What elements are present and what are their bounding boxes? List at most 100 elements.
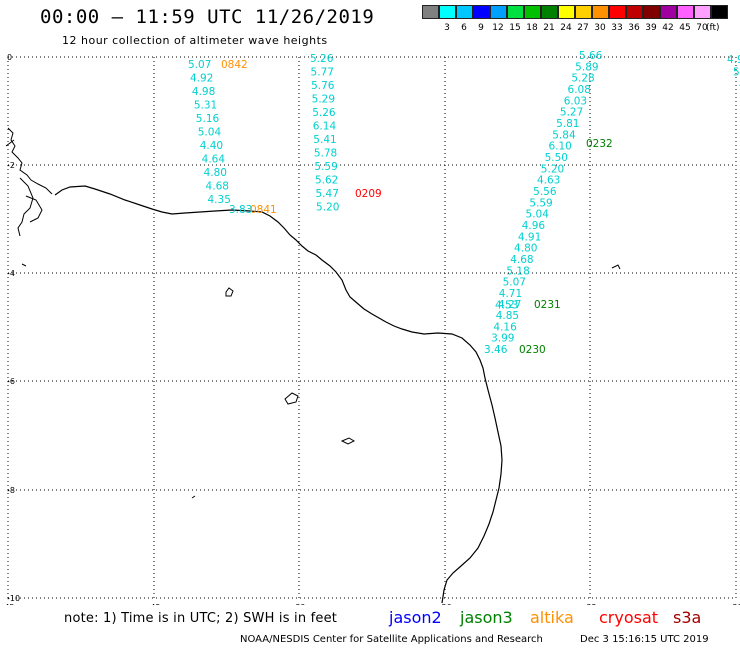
scale-swatch bbox=[643, 5, 660, 19]
wave-height-value: 5.26 bbox=[312, 107, 336, 119]
x-tick-label: -39 bbox=[292, 603, 305, 605]
x-tick-label: -45 bbox=[1, 603, 14, 605]
wave-height-value: 3.83 bbox=[229, 204, 252, 216]
scale-swatch bbox=[507, 5, 524, 19]
wave-height-value: 4.92 bbox=[190, 73, 213, 85]
scale-swatch bbox=[626, 5, 643, 19]
scale-swatch bbox=[609, 5, 626, 19]
wave-height-value: 5.66 bbox=[579, 50, 603, 62]
scale-swatch-label: 24 bbox=[560, 23, 572, 33]
wave-height-value: 5.18 bbox=[506, 265, 529, 277]
pass-label: 0209 bbox=[355, 188, 382, 200]
wave-height-value: 4.96 bbox=[522, 220, 546, 232]
wave-height-value: 3.46 bbox=[484, 344, 508, 356]
y-tick-label: -4 bbox=[7, 269, 15, 278]
wave-height-value: 5.62 bbox=[315, 175, 338, 187]
wave-height-value: 6.14 bbox=[313, 121, 337, 133]
scale-swatch bbox=[711, 5, 728, 19]
altimeter-tracks: 5.074.924.985.315.165.044.404.644.804.68… bbox=[188, 50, 740, 356]
scale-swatch bbox=[439, 5, 456, 19]
wave-height-value: 5.77 bbox=[311, 67, 334, 79]
wave-height-value: 6.10 bbox=[548, 141, 571, 153]
wave-height-value: 5.76 bbox=[311, 80, 335, 92]
x-tick-label: -30 bbox=[729, 603, 740, 605]
wave-height-value: 5.16 bbox=[196, 113, 220, 125]
coastline-northwest bbox=[5, 127, 53, 237]
wave-height-value: 5 bbox=[733, 67, 740, 79]
lat-lon-grid bbox=[7, 56, 737, 599]
scale-swatch-label: 3 bbox=[444, 23, 450, 33]
wave-height-value: 5.47 bbox=[316, 188, 339, 200]
page-subtitle: 12 hour collection of altimeter wave hei… bbox=[62, 34, 328, 47]
wave-height-value: 4.9 bbox=[727, 54, 740, 66]
scale-swatch-label: 33 bbox=[611, 23, 623, 33]
wave-height-value: 5.07 bbox=[503, 277, 526, 289]
wave-height-value: 5.56 bbox=[533, 186, 557, 198]
wave-height-value: 4.80 bbox=[204, 167, 227, 179]
scale-unit-label: (ft) bbox=[706, 23, 720, 33]
y-tick-label: 0 bbox=[7, 53, 12, 62]
scale-swatch bbox=[660, 5, 677, 19]
wave-height-value: 4.27 bbox=[498, 299, 521, 311]
scale-swatch-label: 42 bbox=[662, 23, 674, 33]
wave-height-value: 4.68 bbox=[206, 181, 229, 193]
islands bbox=[21, 263, 621, 499]
pass-label: 0231 bbox=[534, 299, 561, 311]
wave-height-value: 5.28 bbox=[571, 73, 594, 85]
pass-label: 0230 bbox=[519, 344, 546, 356]
wave-height-value: 5.89 bbox=[575, 61, 598, 73]
scale-swatch-label: 9 bbox=[478, 23, 484, 33]
scale-swatch bbox=[592, 5, 609, 19]
scale-swatch-label: 18 bbox=[526, 23, 538, 33]
scale-swatch bbox=[575, 5, 592, 19]
wave-height-value: 5.59 bbox=[529, 197, 552, 209]
scale-swatch bbox=[524, 5, 541, 19]
page-title: 00:00 — 11:59 UTC 11/26/2019 bbox=[40, 6, 375, 28]
scale-swatch bbox=[677, 5, 694, 19]
wave-height-value: 4.35 bbox=[208, 194, 231, 206]
scale-swatch-label: 36 bbox=[628, 23, 640, 33]
scale-swatch-label: 70 bbox=[696, 23, 708, 33]
wave-height-value: 5.26 bbox=[310, 53, 334, 65]
wave-height-value: 6.08 bbox=[568, 84, 591, 96]
legend-jason3: jason3 bbox=[460, 608, 513, 627]
wave-height-value: 5.41 bbox=[313, 134, 336, 146]
pass-label: 0841 bbox=[250, 204, 277, 216]
wave-height-value: 5.81 bbox=[556, 118, 579, 130]
scale-swatch bbox=[694, 5, 711, 19]
scale-swatch bbox=[422, 5, 439, 19]
scale-swatch-label: 27 bbox=[577, 23, 589, 33]
wave-height-value: 6.03 bbox=[564, 95, 587, 107]
wave-height-value: 5.31 bbox=[194, 100, 217, 112]
wave-height-value: 5.20 bbox=[316, 202, 339, 214]
legend-altika: altika bbox=[530, 608, 574, 627]
wave-height-value: 5.04 bbox=[526, 209, 550, 221]
wave-height-value: 4.91 bbox=[518, 231, 541, 243]
map-area: -45-42-39-36-33-300-2-4-6-8-10 5.074.924… bbox=[1, 50, 740, 605]
wave-height-value: 5.07 bbox=[188, 59, 211, 71]
x-tick-label: -42 bbox=[147, 603, 160, 605]
scale-swatch-label: 15 bbox=[509, 23, 521, 33]
scale-swatch-label: 12 bbox=[492, 23, 504, 33]
wave-height-value: 3.99 bbox=[491, 333, 514, 345]
legend-cryosat: cryosat bbox=[599, 608, 659, 627]
wave-height-value: 4.85 bbox=[496, 310, 519, 322]
wave-height-value: 4.68 bbox=[510, 254, 533, 266]
wave-height-value: 5.20 bbox=[541, 163, 564, 175]
scale-swatch bbox=[558, 5, 575, 19]
wave-height-value: 5.27 bbox=[560, 107, 583, 119]
scale-swatch bbox=[456, 5, 473, 19]
pass-label: 0842 bbox=[221, 59, 248, 71]
scale-swatch-label: 30 bbox=[594, 23, 606, 33]
y-tick-label: -8 bbox=[7, 486, 15, 495]
scale-swatch bbox=[473, 5, 490, 19]
wave-height-value: 5.84 bbox=[552, 129, 576, 141]
legend-jason2: jason2 bbox=[389, 608, 442, 627]
pass-label: 0232 bbox=[586, 138, 613, 150]
wave-height-value: 4.64 bbox=[202, 154, 226, 166]
scale-swatch bbox=[541, 5, 558, 19]
footer-note: note: 1) Time is in UTC; 2) SWH is in fe… bbox=[64, 611, 338, 626]
x-tick-label: -33 bbox=[583, 603, 596, 605]
scale-swatch-label: 6 bbox=[461, 23, 467, 33]
scale-swatch-label: 21 bbox=[543, 23, 555, 33]
